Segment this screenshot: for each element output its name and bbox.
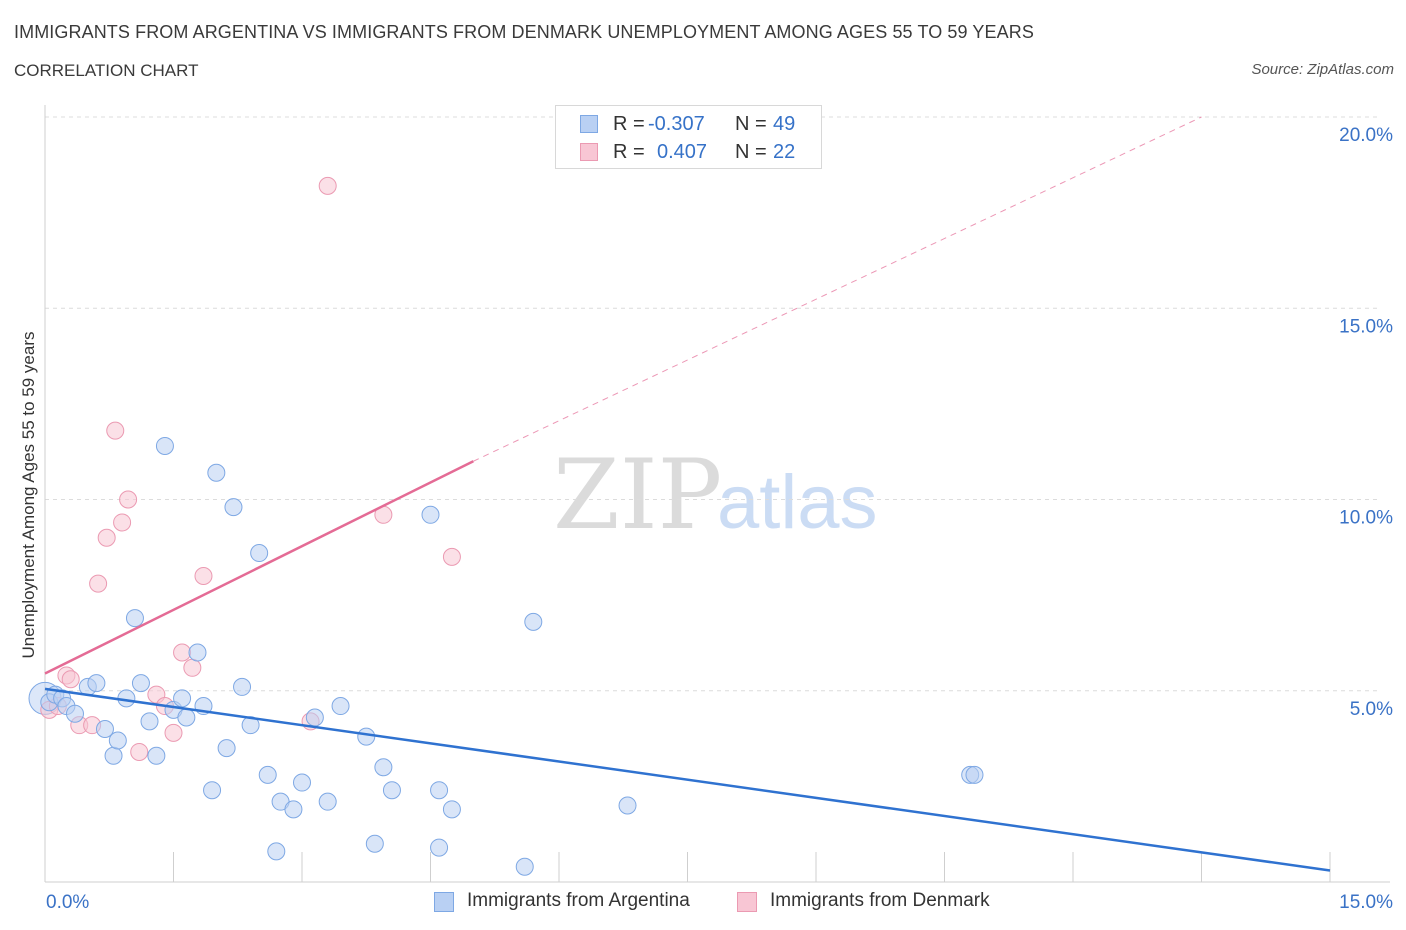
- watermark-zip: ZIP: [553, 439, 722, 551]
- trendline-denmark: [44, 460, 474, 675]
- data-point-argentina: [65, 704, 84, 723]
- data-point-denmark: [194, 567, 213, 585]
- data-point-argentina: [217, 739, 236, 758]
- legend-swatch-argentina: [580, 115, 598, 133]
- legend-r-value: 0.407: [657, 141, 708, 163]
- data-point-argentina: [421, 505, 440, 524]
- chart-subtitle: CORRELATION CHART: [14, 61, 199, 80]
- data-point-argentina: [524, 612, 543, 631]
- x-tick-label: 0.0%: [46, 892, 89, 913]
- y-tick-label: 20.0%: [1339, 125, 1393, 146]
- data-point-argentina: [177, 708, 196, 727]
- data-point-argentina: [318, 792, 337, 811]
- data-point-argentina: [147, 746, 166, 765]
- data-point-argentina: [140, 712, 159, 731]
- data-point-argentina: [430, 781, 449, 800]
- data-point-denmark: [61, 670, 80, 689]
- legend-r-label: R =: [613, 141, 645, 163]
- bottom-legend-swatch-denmark: [737, 892, 757, 912]
- data-point-argentina: [258, 765, 277, 784]
- watermark-atlas: atlas: [717, 460, 878, 545]
- source-credit: Source: ZipAtlas.com: [1251, 61, 1394, 78]
- data-point-denmark: [106, 421, 125, 440]
- data-point-denmark: [113, 513, 132, 532]
- data-point-argentina: [515, 857, 534, 876]
- legend-n-label: N =: [735, 141, 767, 163]
- data-point-argentina: [203, 781, 222, 800]
- data-point-argentina: [87, 674, 106, 693]
- y-tick-label: 5.0%: [1350, 699, 1393, 720]
- data-point-argentina: [155, 436, 174, 455]
- data-point-denmark: [442, 547, 461, 566]
- data-point-argentina: [207, 463, 226, 482]
- legend-r-value: -0.307: [648, 113, 705, 135]
- data-point-denmark: [89, 574, 108, 593]
- correlation-legend: R = -0.307 N = 49 R = 0.407 N = 22: [555, 105, 822, 169]
- bottom-legend-label: Immigrants from Denmark: [770, 890, 990, 911]
- y-tick-label: 10.0%: [1339, 508, 1393, 529]
- bottom-legend-swatch-argentina: [434, 892, 454, 912]
- legend-n-label: N =: [735, 113, 767, 135]
- data-point-argentina: [305, 708, 324, 727]
- y-tick-label: 15.0%: [1339, 316, 1393, 337]
- data-point-argentina: [965, 765, 984, 784]
- y-axis-label: Unemployment Among Ages 55 to 59 years: [19, 331, 38, 659]
- legend-swatch-denmark: [580, 143, 598, 161]
- data-point-argentina: [224, 498, 243, 517]
- data-point-denmark: [119, 490, 138, 509]
- legend-n-value: 49: [773, 113, 796, 135]
- legend-r-label: R =: [613, 113, 645, 135]
- data-point-argentina: [331, 697, 350, 716]
- data-point-argentina: [374, 758, 393, 777]
- data-point-argentina: [188, 643, 207, 662]
- data-point-argentina: [442, 800, 461, 819]
- data-point-argentina: [618, 796, 637, 815]
- trendline-argentina: [44, 687, 1331, 872]
- data-point-denmark: [130, 742, 149, 761]
- x-tick-label: 15.0%: [1339, 892, 1393, 913]
- data-point-argentina: [357, 727, 376, 746]
- data-point-argentina: [430, 838, 449, 857]
- data-point-argentina: [131, 674, 150, 693]
- data-point-denmark: [97, 528, 116, 547]
- data-point-argentina: [125, 609, 144, 628]
- data-point-argentina: [293, 773, 311, 792]
- data-point-argentina: [267, 842, 286, 861]
- bottom-legend-label: Immigrants from Argentina: [467, 890, 690, 911]
- data-point-argentina: [108, 731, 127, 750]
- data-point-argentina: [173, 689, 192, 708]
- data-point-argentina: [365, 834, 384, 853]
- data-point-argentina: [233, 677, 252, 696]
- data-point-argentina: [284, 800, 303, 819]
- legend-n-value: 22: [773, 141, 796, 163]
- data-point-denmark: [173, 643, 192, 662]
- trendline-denmark-extension: [473, 116, 1202, 462]
- data-point-argentina: [95, 720, 114, 738]
- data-point-argentina: [104, 746, 123, 765]
- data-point-argentina: [382, 781, 401, 800]
- chart-title: IMMIGRANTS FROM ARGENTINA VS IMMIGRANTS …: [14, 22, 1034, 42]
- data-point-denmark: [183, 658, 202, 677]
- data-point-argentina: [250, 544, 269, 563]
- data-point-denmark: [318, 176, 337, 195]
- data-point-denmark: [164, 723, 183, 742]
